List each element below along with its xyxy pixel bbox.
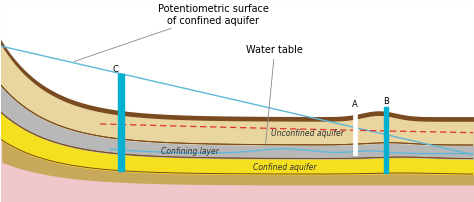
Text: Water table: Water table	[246, 45, 303, 144]
Bar	[118, 74, 124, 171]
Text: C: C	[113, 65, 118, 74]
Text: Confined aquifer: Confined aquifer	[253, 162, 316, 171]
Text: Unconfined aquifer: Unconfined aquifer	[272, 128, 344, 138]
Bar	[383, 107, 388, 173]
Text: Confining layer: Confining layer	[161, 146, 219, 155]
Text: Potentiometric surface
of confined aquifer: Potentiometric surface of confined aquif…	[74, 4, 269, 62]
Text: B: B	[383, 96, 389, 105]
Bar	[354, 110, 357, 156]
Text: A: A	[352, 99, 358, 108]
